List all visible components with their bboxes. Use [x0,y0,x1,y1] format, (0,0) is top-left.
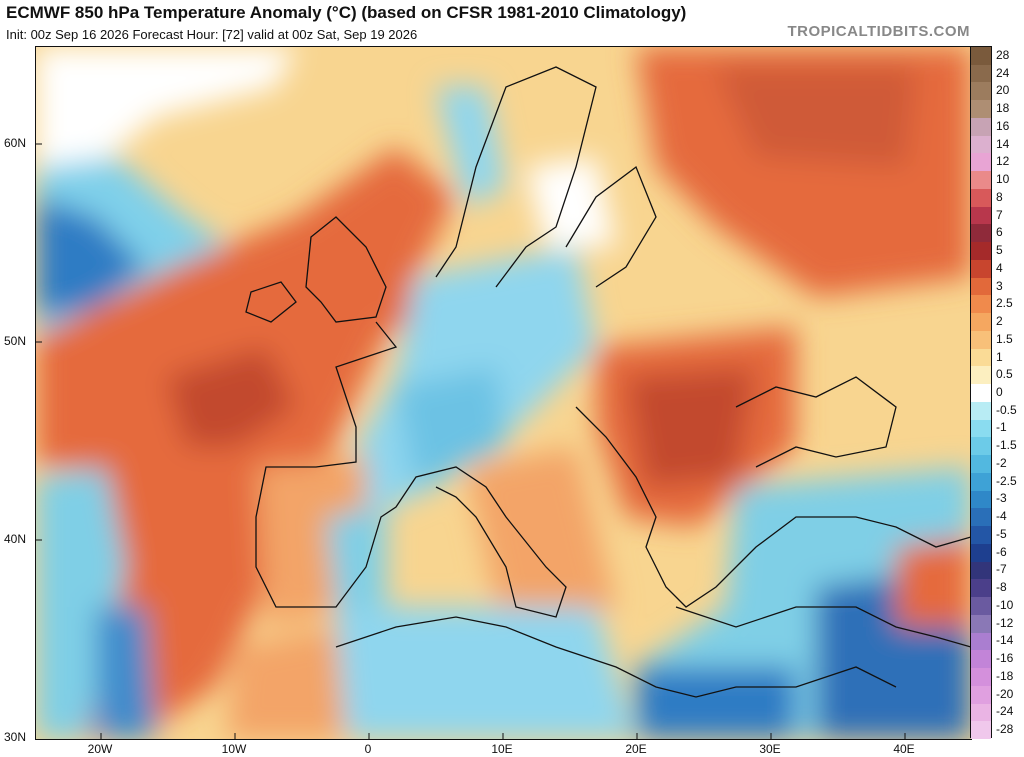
lon-label-20e: 20E [625,742,647,756]
colorbar-label: -16 [996,651,1014,666]
colorbar-segment [971,330,991,350]
colorbar-segment [971,313,991,332]
colorbar-label: 2 [996,314,1003,329]
brand-watermark[interactable]: TROPICALTIDBITS.COM [787,23,970,40]
colorbar-segment [971,224,991,243]
colorbar-segment [971,171,991,190]
colorbar-segment [971,135,991,154]
colorbar-label: -18 [996,668,1014,683]
lat-label-50n: 50N [4,334,27,348]
colorbar-label: 20 [996,83,1010,98]
lon-label-10w: 10W [221,742,247,756]
colorbar-segment [971,277,991,296]
colorbar-segment [971,526,991,545]
colorbar-label: 3 [996,278,1003,293]
colorbar-segment [971,82,991,101]
colorbar-label: 7 [996,207,1003,222]
colorbar-label: 4 [996,260,1003,275]
colorbar-label: 1 [996,349,1003,364]
colorbar-segment [971,614,991,634]
colorbar-label: 5 [996,243,1003,258]
colorbar-label: 16 [996,118,1010,133]
colorbar-label: 0 [996,385,1003,399]
colorbar-segment [971,206,991,225]
coastlines [245,66,971,698]
colorbar-label: 0.5 [996,367,1013,382]
colorbar-label: -20 [996,686,1014,701]
colorbar-segment [971,561,991,580]
colorbar-segment [971,508,991,527]
colorbar-label: -8 [996,580,1007,595]
colorbar-label: -28 [996,722,1014,737]
colorbar-segment [971,685,991,704]
tick-marks [36,143,906,739]
colorbar-segment [971,117,991,137]
colorbar-segment [971,632,991,651]
colorbar-label: -0.5 [996,402,1017,417]
colorbar-label: 2.5 [996,296,1013,311]
colorbar-segment [971,295,991,314]
colorbar-segment [971,348,991,367]
lon-label-40e: 40E [893,742,915,756]
colorbar-label: -4 [996,509,1007,524]
lon-label-30e: 30E [759,742,781,756]
colorbar-label: -2 [996,455,1007,470]
colorbar-label: 14 [996,136,1010,151]
anomaly-map[interactable] [35,46,972,740]
colorbar-segment [971,437,991,456]
colorbar-label: -5 [996,526,1007,541]
colorbar-segment [971,242,991,261]
colorbar-label: 8 [996,189,1003,204]
lat-label-40n: 40N [4,532,27,546]
colorbar-label: -2.5 [996,473,1017,488]
chart-title: ECMWF 850 hPa Temperature Anomaly (°C) (… [6,3,687,22]
colorbar [970,46,992,740]
colorbar-segment [971,419,991,438]
colorbar-segment [971,703,991,722]
colorbar-segment [971,188,991,208]
colorbar-label: -12 [996,615,1014,630]
colorbar-segment [971,579,991,598]
lon-label-20w: 20W [87,742,113,756]
colorbar-label: -1.5 [996,438,1017,453]
anomaly-field [36,47,971,739]
colorbar-segment [971,401,991,421]
colorbar-label: -1 [996,420,1007,435]
lon-label-10e: 10E [491,742,513,756]
run-info: Init: 00z Sep 16 2026 Forecast Hour: [72… [6,27,418,42]
colorbar-segment [971,472,991,492]
colorbar-segment [971,597,991,616]
colorbar-label: -10 [996,597,1014,612]
colorbar-segment [971,47,991,66]
colorbar-segment [971,366,991,385]
colorbar-segment [971,153,991,172]
lat-label-30n: 30N [4,730,27,744]
colorbar-label: 12 [996,154,1010,169]
colorbar-label: 18 [996,101,1010,116]
colorbar-segment [971,650,991,669]
colorbar-label: 24 [996,65,1010,80]
colorbar-label: -7 [996,562,1007,577]
colorbar-segment [971,384,991,403]
colorbar-label: 1.5 [996,331,1013,346]
lon-label-0: 0 [364,742,372,756]
colorbar-segment [971,543,991,563]
lat-label-60n: 60N [4,136,27,150]
colorbar-segment [971,490,991,509]
colorbar-label: -14 [996,633,1014,648]
colorbar-label: 10 [996,172,1010,187]
colorbar-label: -6 [996,544,1007,559]
map-canvas [36,47,971,739]
colorbar-segment [971,455,991,474]
colorbar-segment [971,668,991,687]
colorbar-segment [971,721,991,740]
colorbar-segment [971,259,991,279]
colorbar-label: -24 [996,704,1014,719]
colorbar-label: -3 [996,491,1007,506]
colorbar-label: 6 [996,225,1003,240]
colorbar-segment [971,100,991,119]
colorbar-segment [971,64,991,83]
colorbar-label: 28 [996,47,1010,62]
